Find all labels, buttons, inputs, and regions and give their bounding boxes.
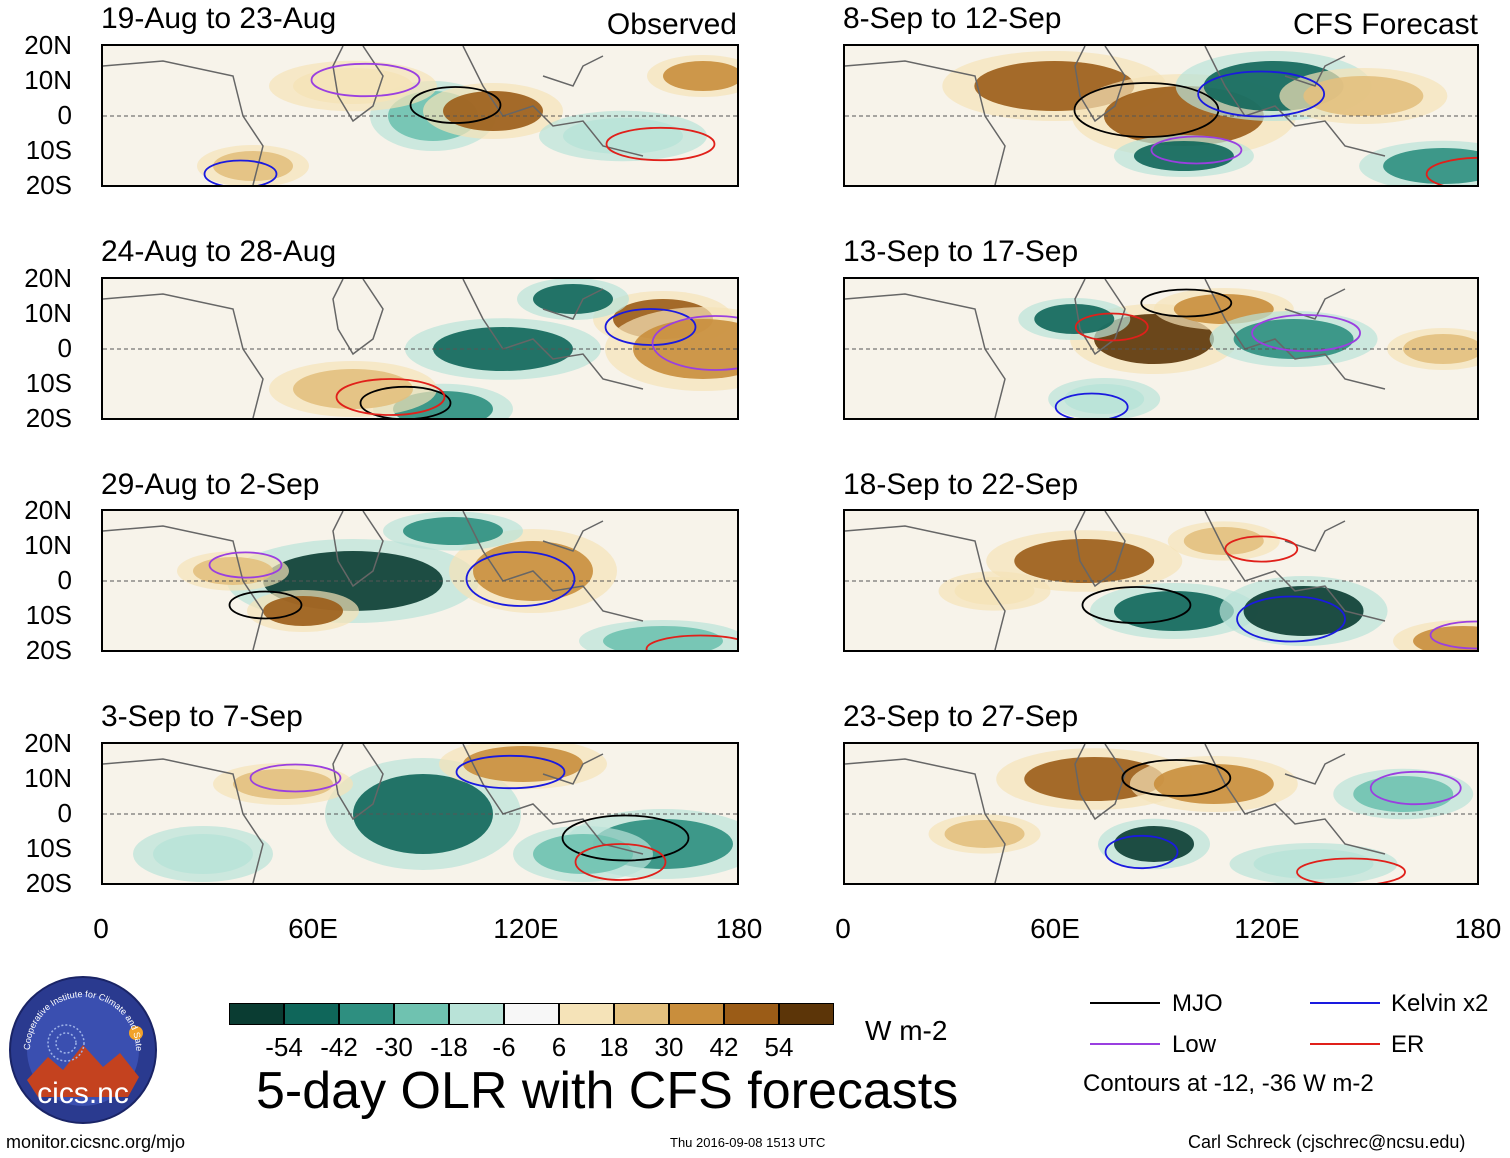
lon-label-right-60e: 60E — [1030, 913, 1080, 944]
legend-low-label: Low — [1172, 1031, 1217, 1058]
colorbar-label: -42 — [320, 1032, 358, 1062]
lat-label: 10N — [24, 298, 72, 328]
legend-low-line — [1090, 1043, 1160, 1045]
map-panel-obs-1 — [101, 44, 739, 187]
lat-label: 10S — [25, 368, 72, 398]
map-panel-fcst-1 — [843, 44, 1479, 187]
lon-label-left-0: 0 — [93, 913, 109, 944]
colorbar-label: 18 — [599, 1032, 629, 1062]
lat-label: 20S — [25, 868, 72, 898]
legend-kelvin-label: Kelvin x2 — [1391, 990, 1489, 1017]
panel-title-fcst-2: 13-Sep to 17-Sep — [843, 235, 1079, 268]
lat-label: 10N — [24, 65, 72, 95]
colorbar-label: 6 — [551, 1032, 567, 1062]
lat-label: 10S — [25, 833, 72, 863]
footer-credit: Carl Schreck (cjschrec@ncsu.edu) — [1188, 1132, 1466, 1152]
lat-label: 20S — [25, 170, 72, 200]
lat-label: 0 — [57, 333, 72, 363]
cics-logo: Cooperative Institute for Climate and Sa… — [5, 967, 158, 1125]
footer-url[interactable]: monitor.cicsnc.org/mjo — [6, 1132, 186, 1152]
colorbar-swatch — [669, 1003, 724, 1025]
colorbar-swatch — [779, 1003, 834, 1025]
panel-title-obs-3: 29-Aug to 2-Sep — [101, 468, 320, 501]
colorbar-label: -18 — [430, 1032, 468, 1062]
observed-label: Observed — [606, 8, 737, 41]
lon-label-right-0: 0 — [835, 913, 851, 944]
lon-label-left-60e: 60E — [288, 913, 338, 944]
map-panel-fcst-4 — [843, 742, 1479, 885]
colorbar-label: -6 — [492, 1032, 516, 1062]
map-panel-obs-2 — [101, 277, 739, 420]
map-panel-obs-4 — [101, 742, 739, 885]
lat-label: 20N — [24, 728, 72, 758]
legend-mjo-line — [1090, 1002, 1160, 1004]
colorbar-swatch — [339, 1003, 394, 1025]
lat-label: 20S — [25, 635, 72, 665]
panel-title-fcst-1: 8-Sep to 12-Sep — [843, 2, 1062, 35]
legend-kelvin-line — [1310, 1002, 1380, 1004]
legend-mjo-label: MJO — [1172, 990, 1223, 1017]
panel-title-obs-2: 24-Aug to 28-Aug — [101, 235, 337, 268]
map-panel-fcst-2 — [843, 277, 1479, 420]
lat-label: 0 — [57, 565, 72, 595]
contour-note: Contours at -12, -36 W m-2 — [1083, 1070, 1374, 1097]
lat-label: 10S — [25, 135, 72, 165]
lat-label: 0 — [57, 798, 72, 828]
colorbar-swatch — [284, 1003, 339, 1025]
colorbar-swatch — [724, 1003, 779, 1025]
lat-label: 10N — [24, 763, 72, 793]
lon-label-left-120e: 120E — [493, 913, 559, 944]
lon-label-right-180: 180 — [1454, 913, 1502, 944]
legend-er-line — [1310, 1043, 1380, 1045]
colorbar-swatch — [504, 1003, 559, 1025]
panel-title-obs-1: 19-Aug to 23-Aug — [101, 2, 337, 35]
panel-title-fcst-4: 23-Sep to 27-Sep — [843, 700, 1079, 733]
lat-label: 10S — [25, 600, 72, 630]
lat-label: 20N — [24, 263, 72, 293]
map-panel-obs-3 — [101, 509, 739, 652]
colorbar-swatch — [229, 1003, 284, 1025]
lat-label: 20S — [25, 403, 72, 433]
colorbar-swatch — [614, 1003, 669, 1025]
colorbar-label: 42 — [709, 1032, 739, 1062]
colorbar-units: W m-2 — [865, 1015, 948, 1046]
cfs-forecast-label: CFS Forecast — [1292, 8, 1478, 41]
map-panel-fcst-3 — [843, 509, 1479, 652]
lat-label: 10N — [24, 530, 72, 560]
logo-text: cics.nc — [37, 1077, 129, 1110]
colorbar-label: 54 — [764, 1032, 794, 1062]
lat-label: 20N — [24, 495, 72, 525]
lat-label: 20N — [24, 30, 72, 60]
lat-label: 0 — [57, 100, 72, 130]
lon-label-right-120e: 120E — [1234, 913, 1300, 944]
colorbar-label: 30 — [654, 1032, 684, 1062]
panel-title-obs-4: 3-Sep to 7-Sep — [101, 700, 303, 733]
figure-title: 5-day OLR with CFS forecasts — [256, 1062, 959, 1120]
colorbar-swatch — [559, 1003, 614, 1025]
panel-title-fcst-3: 18-Sep to 22-Sep — [843, 468, 1079, 501]
lon-label-left-180: 180 — [715, 913, 763, 944]
colorbar-swatch — [394, 1003, 449, 1025]
colorbar-swatch — [449, 1003, 504, 1025]
colorbar-label: -54 — [265, 1032, 303, 1062]
colorbar-label: -30 — [375, 1032, 413, 1062]
legend-er-label: ER — [1391, 1031, 1425, 1058]
footer-timestamp: Thu 2016-09-08 1513 UTC — [670, 1135, 826, 1150]
